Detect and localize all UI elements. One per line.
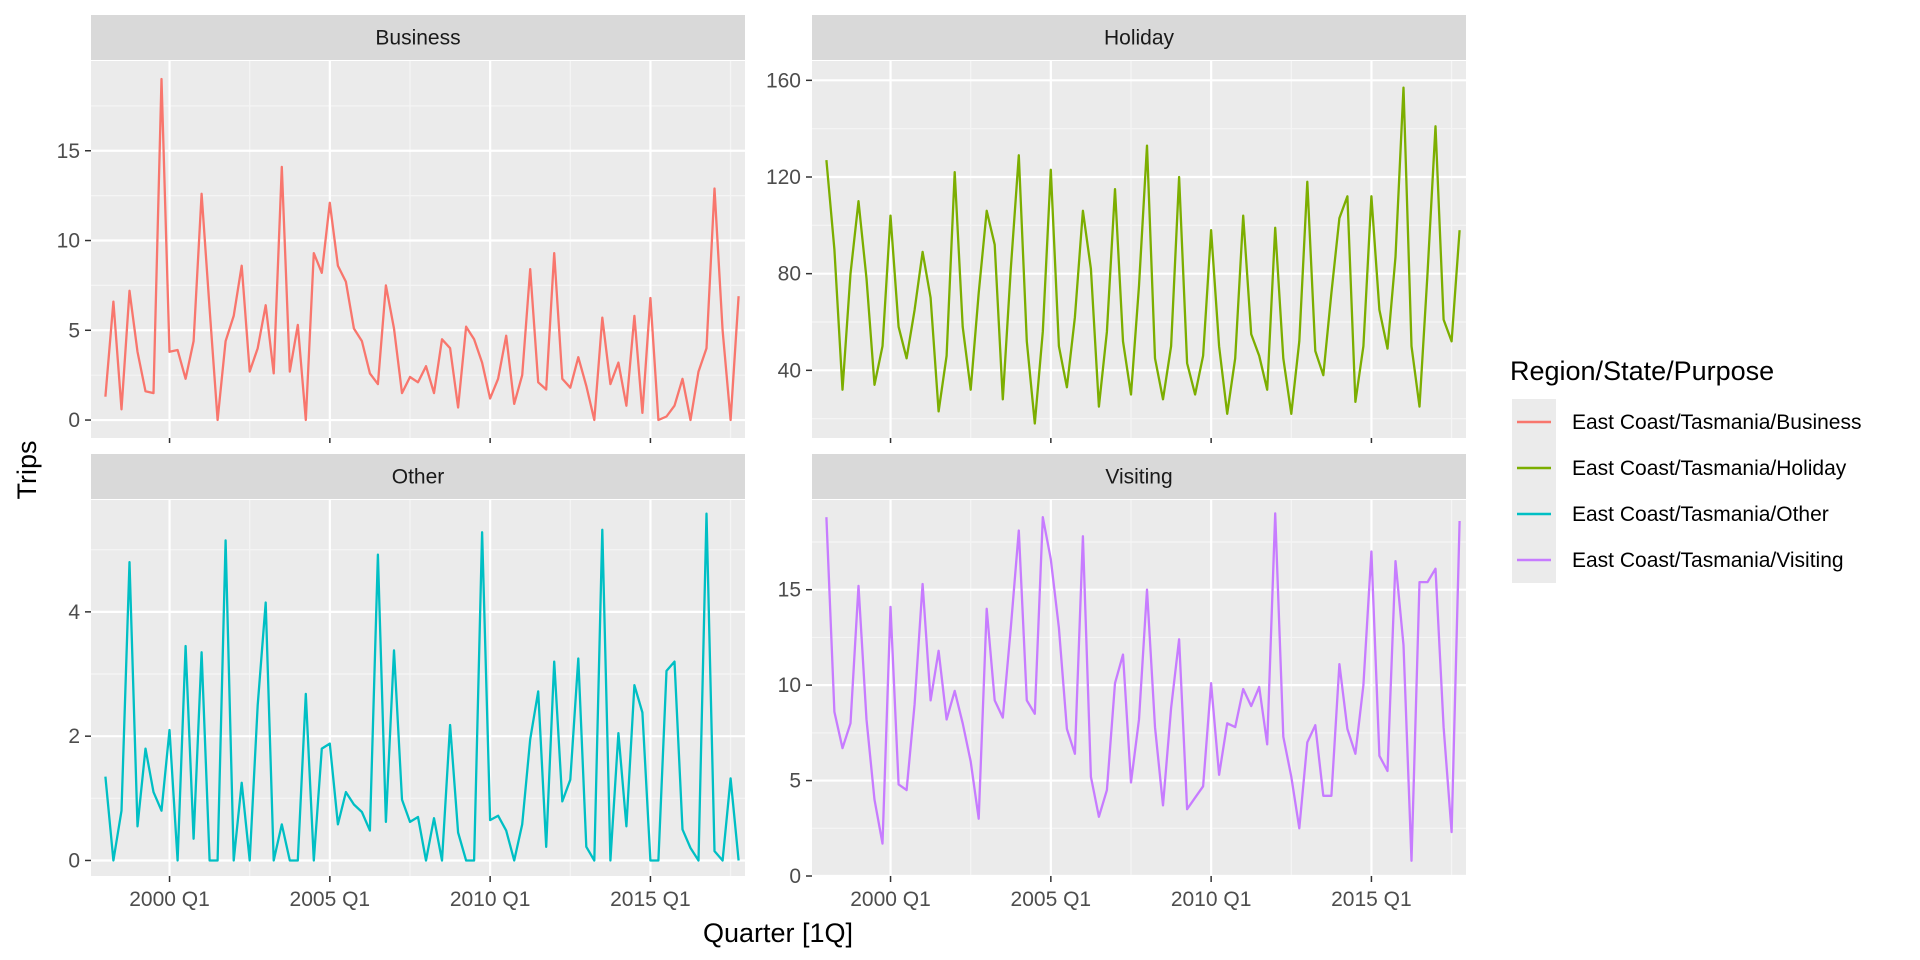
legend-label-holiday: East Coast/Tasmania/Holiday [1572, 457, 1847, 480]
x-tick-label: 2010 Q1 [450, 888, 531, 911]
legend-label-other: East Coast/Tasmania/Other [1572, 503, 1829, 526]
y-tick-label: 15 [57, 140, 80, 163]
x-tick-label: 2010 Q1 [1171, 888, 1252, 911]
legend-label-visiting: East Coast/Tasmania/Visiting [1572, 549, 1844, 572]
x-tick-label: 2000 Q1 [129, 888, 210, 911]
y-tick-label: 4 [68, 601, 80, 624]
y-tick-label: 0 [789, 865, 801, 888]
panel-title-business: Business [375, 27, 460, 50]
panel-strip-business [91, 15, 745, 60]
series-line-holiday [825, 86, 1461, 425]
y-tick-label: 5 [68, 319, 80, 342]
x-tick-label: 2015 Q1 [1331, 888, 1412, 911]
x-tick-label: 2005 Q1 [1011, 888, 1092, 911]
panel-strip-visiting [812, 454, 1466, 499]
y-tick-label: 2 [68, 725, 80, 748]
y-axis-title: Trips [12, 441, 42, 500]
x-tick-label: 2015 Q1 [610, 888, 691, 911]
series-line-visiting [825, 512, 1461, 862]
panel-title-holiday: Holiday [1104, 27, 1175, 50]
y-tick-label: 40 [778, 359, 801, 382]
y-tick-label: 0 [68, 409, 80, 432]
y-tick-label: 10 [778, 674, 801, 697]
y-tick-label: 120 [766, 166, 801, 189]
x-tick-label: 2005 Q1 [290, 888, 371, 911]
y-tick-label: 160 [766, 69, 801, 92]
panel-title-visiting: Visiting [1105, 466, 1172, 489]
y-tick-label: 0 [68, 849, 80, 872]
y-tick-label: 5 [789, 770, 801, 793]
panel-background-visiting [812, 500, 1466, 876]
x-tick-label: 2000 Q1 [850, 888, 931, 911]
panel-strip-other [91, 454, 745, 499]
legend-title: Region/State/Purpose [1510, 356, 1774, 386]
y-tick-label: 10 [57, 230, 80, 253]
y-tick-label: 80 [778, 263, 801, 286]
panel-strip-holiday [812, 15, 1466, 60]
series-line-business [104, 77, 740, 422]
panel-background-holiday [812, 61, 1466, 438]
y-tick-label: 15 [778, 579, 801, 602]
x-axis-title: Quarter [1Q] [703, 918, 853, 948]
series-line-other [104, 512, 740, 862]
panel-title-other: Other [392, 466, 445, 489]
legend-label-business: East Coast/Tasmania/Business [1572, 411, 1861, 434]
